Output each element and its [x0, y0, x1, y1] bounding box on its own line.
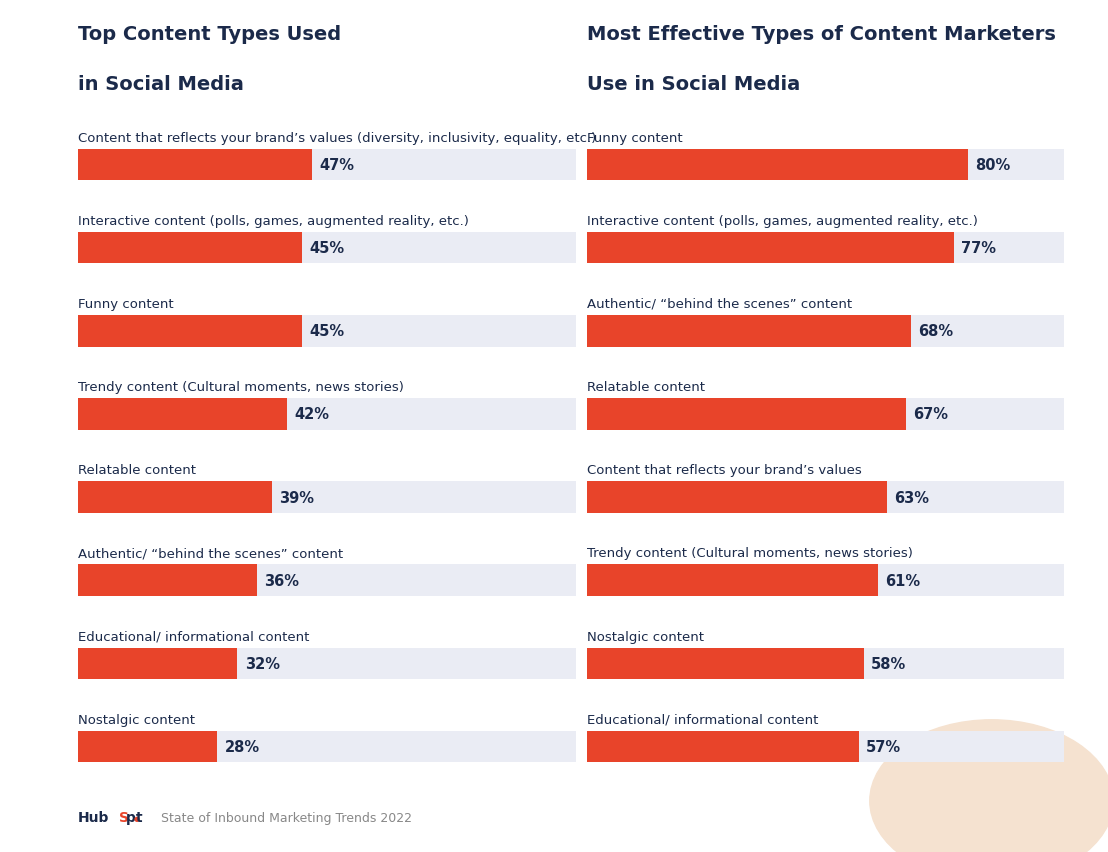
Text: Relatable content: Relatable content	[78, 463, 195, 476]
FancyBboxPatch shape	[78, 149, 576, 181]
FancyBboxPatch shape	[78, 481, 576, 513]
Text: 47%: 47%	[319, 158, 355, 173]
Text: Hub: Hub	[78, 810, 109, 824]
FancyBboxPatch shape	[78, 399, 287, 430]
FancyBboxPatch shape	[587, 481, 1064, 513]
Text: Nostalgic content: Nostalgic content	[587, 630, 705, 642]
Text: Use in Social Media: Use in Social Media	[587, 75, 800, 95]
FancyBboxPatch shape	[587, 648, 1064, 679]
FancyBboxPatch shape	[78, 399, 576, 430]
Text: 80%: 80%	[975, 158, 1010, 173]
FancyBboxPatch shape	[78, 565, 576, 596]
Text: State of Inbound Marketing Trends 2022: State of Inbound Marketing Trends 2022	[161, 811, 412, 824]
Text: 39%: 39%	[279, 490, 315, 505]
FancyBboxPatch shape	[78, 648, 237, 679]
Text: 63%: 63%	[894, 490, 930, 505]
FancyBboxPatch shape	[587, 233, 1064, 264]
Text: Funny content: Funny content	[587, 131, 683, 144]
FancyBboxPatch shape	[587, 731, 859, 763]
FancyBboxPatch shape	[78, 731, 217, 763]
FancyBboxPatch shape	[78, 481, 273, 513]
Text: 36%: 36%	[265, 573, 299, 588]
FancyBboxPatch shape	[587, 731, 1064, 763]
Text: 67%: 67%	[914, 407, 948, 422]
FancyBboxPatch shape	[78, 648, 576, 679]
Text: 45%: 45%	[309, 241, 345, 256]
FancyBboxPatch shape	[587, 315, 1064, 347]
Text: Authentic/ “behind the scenes” content: Authentic/ “behind the scenes” content	[587, 297, 852, 310]
Text: 32%: 32%	[245, 656, 279, 671]
Text: 57%: 57%	[866, 740, 901, 754]
Text: Top Content Types Used: Top Content Types Used	[78, 26, 340, 44]
Text: ●: ●	[134, 815, 141, 821]
FancyBboxPatch shape	[587, 399, 906, 430]
FancyBboxPatch shape	[587, 149, 1064, 181]
Text: 45%: 45%	[309, 324, 345, 339]
FancyBboxPatch shape	[587, 648, 863, 679]
Text: Content that reflects your brand’s values: Content that reflects your brand’s value…	[587, 463, 862, 476]
FancyBboxPatch shape	[78, 149, 312, 181]
Text: Authentic/ “behind the scenes” content: Authentic/ “behind the scenes” content	[78, 547, 342, 560]
FancyBboxPatch shape	[78, 731, 576, 763]
Text: Nostalgic content: Nostalgic content	[78, 713, 195, 726]
Text: Educational/ informational content: Educational/ informational content	[78, 630, 309, 642]
Text: in Social Media: in Social Media	[78, 75, 244, 95]
Text: 58%: 58%	[871, 656, 906, 671]
FancyBboxPatch shape	[587, 149, 968, 181]
Text: t: t	[136, 810, 143, 824]
FancyBboxPatch shape	[587, 565, 878, 596]
FancyBboxPatch shape	[587, 399, 1064, 430]
FancyBboxPatch shape	[587, 233, 954, 264]
Text: p: p	[126, 810, 136, 824]
Text: 68%: 68%	[919, 324, 954, 339]
Text: Educational/ informational content: Educational/ informational content	[587, 713, 819, 726]
Text: 42%: 42%	[295, 407, 329, 422]
FancyBboxPatch shape	[587, 565, 1064, 596]
Text: 61%: 61%	[885, 573, 920, 588]
Text: Trendy content (Cultural moments, news stories): Trendy content (Cultural moments, news s…	[587, 547, 913, 560]
Text: Funny content: Funny content	[78, 297, 173, 310]
FancyBboxPatch shape	[587, 481, 888, 513]
FancyBboxPatch shape	[78, 315, 576, 347]
FancyBboxPatch shape	[78, 233, 576, 264]
Text: 28%: 28%	[225, 740, 259, 754]
Text: Interactive content (polls, games, augmented reality, etc.): Interactive content (polls, games, augme…	[587, 215, 978, 227]
Text: Content that reflects your brand’s values (diversity, inclusivity, equality, etc: Content that reflects your brand’s value…	[78, 131, 596, 144]
Text: Interactive content (polls, games, augmented reality, etc.): Interactive content (polls, games, augme…	[78, 215, 469, 227]
Text: S: S	[119, 810, 129, 824]
FancyBboxPatch shape	[78, 315, 301, 347]
Text: Relatable content: Relatable content	[587, 381, 705, 394]
Text: Most Effective Types of Content Marketers: Most Effective Types of Content Marketer…	[587, 26, 1056, 44]
FancyBboxPatch shape	[78, 565, 257, 596]
FancyBboxPatch shape	[587, 315, 911, 347]
FancyBboxPatch shape	[78, 233, 301, 264]
Text: Trendy content (Cultural moments, news stories): Trendy content (Cultural moments, news s…	[78, 381, 403, 394]
Text: 77%: 77%	[962, 241, 996, 256]
